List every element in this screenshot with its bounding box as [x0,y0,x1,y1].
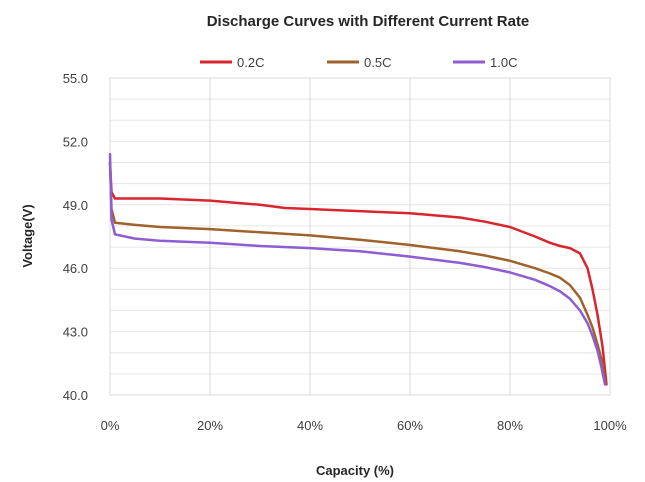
series-line-1.0C [108,152,607,386]
chart-title: Discharge Curves with Different Current … [207,13,530,30]
x-tick-label: 80% [497,418,523,433]
y-tick-label: 49.0 [63,198,88,213]
plot-border [109,77,611,396]
y-tick-label: 55.0 [63,71,88,86]
y-axis-ticks: 55.0 52.0 49.0 46.0 43.0 40.0 [63,71,88,403]
y-tick-label: 46.0 [63,261,88,276]
legend-label: 1.0C [490,55,517,70]
y-axis-title: Voltage(V) [20,204,35,267]
series-lines [108,152,608,386]
y-tick-label: 52.0 [63,134,88,149]
gridlines [110,78,610,395]
x-tick-label: 20% [197,418,223,433]
plot-area [108,77,611,396]
y-tick-label: 40.0 [63,388,88,403]
legend: 0.2C 0.5C 1.0C [200,55,517,70]
x-tick-label: 0% [101,418,120,433]
x-axis-title: Capacity (%) [316,463,394,478]
x-tick-label: 100% [593,418,627,433]
x-tick-label: 40% [297,418,323,433]
x-axis-ticks: 0% 20% 40% 60% 80% 100% [101,418,627,433]
series-line-0.2C [108,161,608,386]
y-tick-label: 43.0 [63,325,88,340]
x-tick-label: 60% [397,418,423,433]
legend-label: 0.5C [364,55,391,70]
series-line-0.5C [108,161,607,386]
legend-label: 0.2C [237,55,264,70]
